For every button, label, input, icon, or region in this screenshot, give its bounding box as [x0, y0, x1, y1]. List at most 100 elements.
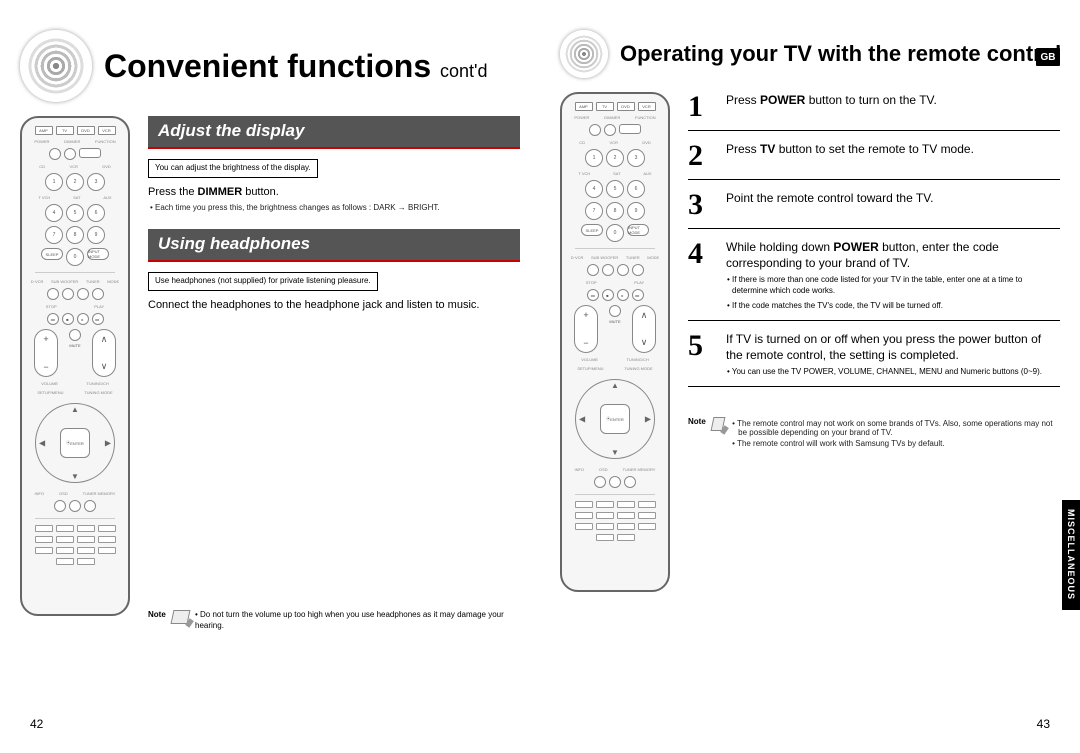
- remote-dpad-down-icon: ▼: [71, 472, 79, 481]
- note-icon: [712, 417, 724, 431]
- remote-num-0: 0: [66, 248, 84, 266]
- remote-dpad-left-icon: ◀: [39, 439, 45, 448]
- step-5-text: If TV is turned on or off when you press…: [726, 332, 1041, 362]
- remote-play-btn: ▸: [617, 289, 629, 301]
- remote-dpad-left-icon: ◀: [579, 415, 585, 424]
- remote-bottom-btn: [56, 536, 74, 543]
- remote-bottom-btn: [77, 525, 95, 532]
- step-sub-bullet: • If there is more than one code listed …: [726, 275, 1060, 297]
- remote-mode-dvd: DVD: [617, 102, 635, 111]
- remote-sleep-btn: SLEEP: [581, 224, 603, 236]
- remote-tuner-mem-btn: [624, 476, 636, 488]
- step-body: Press TV button to set the remote to TV …: [726, 141, 974, 171]
- remote-stop-btn: ■: [62, 313, 74, 325]
- remote-sw-minus: [602, 264, 614, 276]
- remote-mode-dvd: DVD: [77, 126, 95, 135]
- remote-osd-btn: [69, 500, 81, 512]
- remote-volume-label: VOLUME: [41, 381, 58, 386]
- remote-lbl-tvch: T VCH: [38, 195, 50, 200]
- remote-separator: [35, 272, 115, 273]
- remote-bottom-btn: [575, 523, 593, 530]
- remote-lbl-subwoofer: SUB WOOFER: [591, 255, 618, 260]
- remote-function-label: FUNCTION: [635, 115, 656, 120]
- remote-bottom-btn: [575, 501, 593, 508]
- remote-bottom-btn: [56, 547, 74, 554]
- step-2: 2 Press TV button to set the remote to T…: [688, 141, 1060, 180]
- remote-prev-btn: ◂◂: [587, 289, 599, 301]
- remote-bottom-btn: [77, 547, 95, 554]
- remote-next-btn: ▸▸: [92, 313, 104, 325]
- dimmer-instruction: Press the DIMMER button.: [148, 185, 520, 200]
- remote-num-5: 5: [66, 204, 84, 222]
- remote-dimmer-btn: [604, 124, 616, 136]
- remote-dimmer-btn: [64, 148, 76, 160]
- remote-tuner-mem-label: TUNER MEMORY: [83, 491, 116, 496]
- remote-mode-btn: [92, 288, 104, 300]
- remote-num-0: 0: [606, 224, 624, 242]
- remote-info-btn: [594, 476, 606, 488]
- remote-input-mode-btn: INPUT MODE: [627, 224, 649, 236]
- remote-dimmer-label: DIMMER: [64, 139, 80, 144]
- headphones-description-box: Use headphones (not supplied) for privat…: [148, 272, 378, 291]
- remote-num-9: 9: [627, 202, 645, 220]
- step-1: 1 Press POWER button to turn on the TV.: [688, 92, 1060, 131]
- step-body: Press POWER button to turn on the TV.: [726, 92, 937, 122]
- content-columns-right: AMP TV DVD VCR POWER DIMMER FUNCTION CD …: [560, 92, 1060, 592]
- step-body: While holding down POWER button, enter t…: [726, 239, 1060, 312]
- remote-num-4: 4: [45, 204, 63, 222]
- remote-tuning-mode-label: TUNING MODE: [84, 390, 112, 395]
- ring-bullet-icon: [20, 30, 92, 102]
- page-right: GB MISCELLANEOUS Operating your TV with …: [540, 0, 1080, 753]
- remote-tuning-rocker: ∧∨: [632, 305, 656, 353]
- text-column-left: Adjust the display You can adjust the br…: [148, 116, 520, 632]
- note-bullet-left: • Do not turn the volume up too high whe…: [195, 610, 520, 632]
- section-heading-headphones: Using headphones: [148, 229, 520, 262]
- step-number: 2: [688, 141, 716, 171]
- note-bullet: • The remote control will work with Sams…: [730, 439, 1060, 448]
- remote-rec-btn: [47, 288, 59, 300]
- remote-lbl-play: PLAY: [94, 304, 104, 309]
- remote-separator-2: [35, 518, 115, 519]
- remote-mode-amp: AMP: [575, 102, 593, 111]
- remote-num-1: 1: [585, 149, 603, 167]
- remote-lbl-sat: SAT: [73, 195, 80, 200]
- remote-num-9: 9: [87, 226, 105, 244]
- page-number-left: 42: [30, 717, 43, 731]
- remote-volume-rocker: +−: [34, 329, 58, 377]
- remote-bottom-btn: [617, 534, 635, 541]
- remote-bottom-btn: [98, 547, 116, 554]
- adjust-display-description-box: You can adjust the brightness of the dis…: [148, 159, 318, 178]
- remote-bottom-btn: [638, 523, 656, 530]
- dimmer-bullet: • Each time you press this, the brightne…: [148, 203, 520, 214]
- headphones-instruction: Connect the headphones to the headphone …: [148, 298, 520, 313]
- remote-mute-label: MUTE: [69, 343, 80, 348]
- remote-bottom-btn: [77, 558, 95, 565]
- remote-lbl-tuner: TUNER: [86, 279, 100, 284]
- remote-stop-btn: ■: [602, 289, 614, 301]
- note-row-right: Note • The remote control may not work o…: [688, 417, 1060, 450]
- remote-bottom-btn: [596, 534, 614, 541]
- remote-num-8: 8: [606, 202, 624, 220]
- remote-dpad-up-icon: ▲: [611, 381, 619, 390]
- note-icon: [172, 610, 189, 624]
- step-number: 1: [688, 92, 716, 122]
- section-heading-adjust-display: Adjust the display: [148, 116, 520, 149]
- remote-bottom-btn: [596, 512, 614, 519]
- remote-info-label: INFO: [34, 491, 44, 496]
- remote-lbl-cd: CD: [579, 140, 585, 145]
- remote-lbl-vcr: VCR: [609, 140, 617, 145]
- remote-lbl-stop: STOP: [46, 304, 57, 309]
- remote-sleep-btn: SLEEP: [41, 248, 63, 260]
- remote-osd-label: OSD: [599, 467, 608, 472]
- remote-dpad-up-icon: ▲: [71, 405, 79, 414]
- remote-bottom-btn: [56, 558, 74, 565]
- remote-info-btn: [54, 500, 66, 512]
- remote-bottom-btn: [35, 547, 53, 554]
- remote-lbl-play: PLAY: [634, 280, 644, 285]
- remote-lbl-subwoofer: SUB WOOFER: [51, 279, 78, 284]
- title-main: Convenient functions cont'd: [104, 48, 487, 85]
- remote-osd-label: OSD: [59, 491, 68, 496]
- step-4: 4 While holding down POWER button, enter…: [688, 239, 1060, 321]
- remote-bottom-btn: [35, 536, 53, 543]
- remote-function-slider: [619, 124, 641, 134]
